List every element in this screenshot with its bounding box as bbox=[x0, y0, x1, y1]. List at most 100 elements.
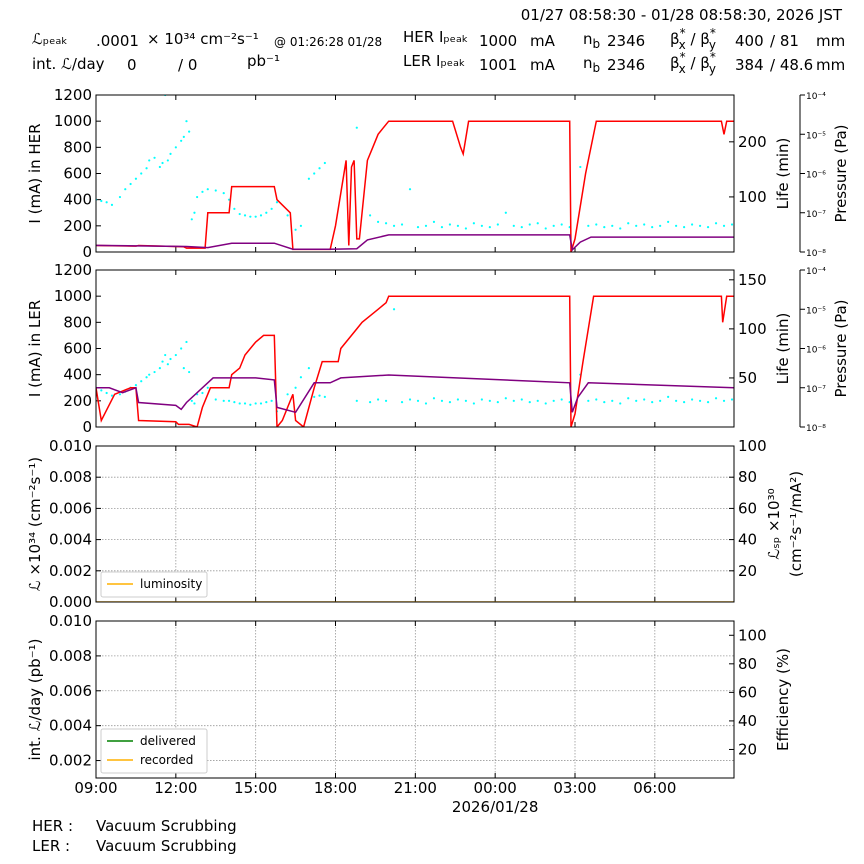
her-status-label: HER : bbox=[32, 817, 73, 835]
x-tick-label: 18:00 bbox=[314, 779, 357, 797]
y3-tick-label: 10⁻⁷ bbox=[806, 385, 826, 395]
int-lumi-recorded: / 0 bbox=[178, 56, 197, 74]
y3-axis-label: Pressure (Pa) bbox=[832, 299, 850, 397]
legend-box bbox=[100, 571, 208, 598]
point bbox=[158, 367, 161, 370]
point bbox=[408, 398, 412, 401]
her-label: HER Iₚₑₐₖ bbox=[403, 28, 468, 46]
point bbox=[595, 223, 598, 226]
star: * bbox=[710, 26, 716, 40]
point bbox=[158, 165, 161, 169]
point bbox=[140, 380, 143, 383]
n: n bbox=[583, 30, 593, 48]
point bbox=[698, 399, 702, 402]
y-tick-label: 800 bbox=[63, 313, 92, 331]
y2-tick-label: 20 bbox=[738, 562, 757, 580]
y-tick-label: 200 bbox=[63, 217, 92, 235]
point bbox=[579, 165, 582, 169]
point bbox=[587, 224, 590, 227]
point bbox=[400, 223, 404, 226]
point bbox=[355, 399, 358, 402]
point bbox=[544, 227, 547, 230]
point bbox=[201, 190, 204, 193]
point bbox=[153, 370, 156, 374]
sub: y bbox=[709, 62, 716, 76]
y-tick-label: 600 bbox=[63, 165, 92, 183]
y2-axis-label: Efficiency (%) bbox=[774, 648, 792, 751]
x-date-label: 2026/01/28 bbox=[452, 798, 538, 816]
point bbox=[100, 199, 103, 203]
point bbox=[270, 207, 273, 210]
int-lumi-label: int. ℒ/day bbox=[32, 55, 105, 73]
ler-beta-x: 384 bbox=[735, 56, 764, 74]
y2-tick-label: 80 bbox=[738, 468, 757, 486]
y-tick-label: 0.000 bbox=[49, 593, 92, 611]
y2-tick-label: 60 bbox=[738, 499, 757, 517]
point bbox=[536, 222, 539, 225]
y-tick-label: 0.010 bbox=[49, 437, 92, 455]
y-tick-label: 200 bbox=[63, 392, 92, 410]
point bbox=[552, 224, 555, 227]
point bbox=[488, 226, 491, 229]
y2-axis-label: ℒₛₚ ×10³⁰ bbox=[765, 488, 783, 559]
point bbox=[307, 367, 310, 370]
beta: β bbox=[670, 54, 680, 72]
point bbox=[265, 211, 268, 214]
y-tick-label: 0 bbox=[82, 243, 92, 261]
sub: x bbox=[679, 62, 686, 76]
point bbox=[100, 389, 103, 392]
x-tick-label: 15:00 bbox=[234, 779, 277, 797]
point bbox=[619, 402, 622, 405]
ler-beta-y: / 48.6 bbox=[770, 56, 813, 74]
point bbox=[118, 393, 122, 396]
point bbox=[595, 398, 598, 401]
y3-tick-label: 10⁻⁵ bbox=[806, 131, 826, 141]
point bbox=[440, 226, 444, 229]
point bbox=[233, 401, 236, 404]
point bbox=[504, 397, 507, 400]
y2-tick-label: 200 bbox=[738, 133, 767, 151]
y2-tick-label: 100 bbox=[738, 437, 767, 455]
point bbox=[690, 223, 694, 226]
series-line bbox=[96, 295, 734, 427]
point bbox=[560, 223, 563, 226]
y-tick-label: 400 bbox=[63, 366, 92, 384]
plot-area bbox=[96, 95, 734, 252]
legend-label: luminosity bbox=[140, 577, 202, 591]
x-tick-label: 03:00 bbox=[553, 779, 596, 797]
y3-tick-label: 10⁻⁶ bbox=[806, 346, 826, 356]
point bbox=[265, 401, 268, 404]
point bbox=[318, 394, 321, 397]
point bbox=[512, 224, 515, 227]
series-line bbox=[96, 234, 734, 252]
point bbox=[675, 399, 678, 402]
point bbox=[323, 395, 326, 399]
point bbox=[164, 353, 167, 357]
star: * bbox=[680, 50, 686, 64]
point bbox=[355, 126, 358, 129]
sep: / β bbox=[686, 30, 710, 48]
point bbox=[214, 398, 217, 401]
point bbox=[169, 357, 172, 361]
point bbox=[110, 203, 114, 206]
y-tick-label: 0.004 bbox=[49, 717, 92, 735]
point bbox=[448, 223, 452, 226]
point bbox=[124, 188, 127, 191]
point bbox=[174, 353, 177, 357]
point bbox=[416, 226, 420, 229]
point bbox=[243, 214, 247, 217]
point bbox=[651, 401, 654, 404]
point bbox=[496, 401, 499, 404]
point bbox=[376, 220, 380, 224]
point bbox=[214, 189, 217, 192]
y2-tick-label: 100 bbox=[738, 320, 767, 338]
y-tick-label: 1200 bbox=[54, 261, 92, 279]
y3-tick-label: 10⁻⁷ bbox=[806, 210, 826, 220]
point bbox=[188, 370, 191, 374]
point bbox=[528, 223, 531, 226]
point bbox=[182, 367, 185, 370]
her-status: Vacuum Scrubbing bbox=[96, 817, 237, 835]
y2-axis-label: (cm⁻²s⁻¹/mA²) bbox=[787, 471, 805, 577]
point bbox=[730, 398, 734, 401]
